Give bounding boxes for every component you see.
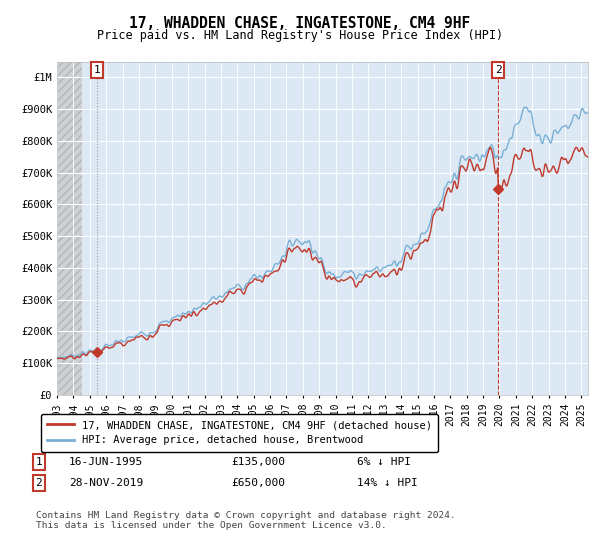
Text: 2: 2 (495, 65, 502, 75)
Text: 2: 2 (35, 478, 43, 488)
Text: Contains HM Land Registry data © Crown copyright and database right 2024.
This d: Contains HM Land Registry data © Crown c… (36, 511, 456, 530)
Text: 1: 1 (35, 457, 43, 467)
Text: 14% ↓ HPI: 14% ↓ HPI (357, 478, 418, 488)
Text: £135,000: £135,000 (231, 457, 285, 467)
Text: 1: 1 (94, 65, 101, 75)
Text: 28-NOV-2019: 28-NOV-2019 (69, 478, 143, 488)
Text: 16-JUN-1995: 16-JUN-1995 (69, 457, 143, 467)
Text: Price paid vs. HM Land Registry's House Price Index (HPI): Price paid vs. HM Land Registry's House … (97, 29, 503, 42)
Text: 6% ↓ HPI: 6% ↓ HPI (357, 457, 411, 467)
Text: 17, WHADDEN CHASE, INGATESTONE, CM4 9HF: 17, WHADDEN CHASE, INGATESTONE, CM4 9HF (130, 16, 470, 31)
Legend: 17, WHADDEN CHASE, INGATESTONE, CM4 9HF (detached house), HPI: Average price, de: 17, WHADDEN CHASE, INGATESTONE, CM4 9HF … (41, 414, 438, 452)
Text: £650,000: £650,000 (231, 478, 285, 488)
